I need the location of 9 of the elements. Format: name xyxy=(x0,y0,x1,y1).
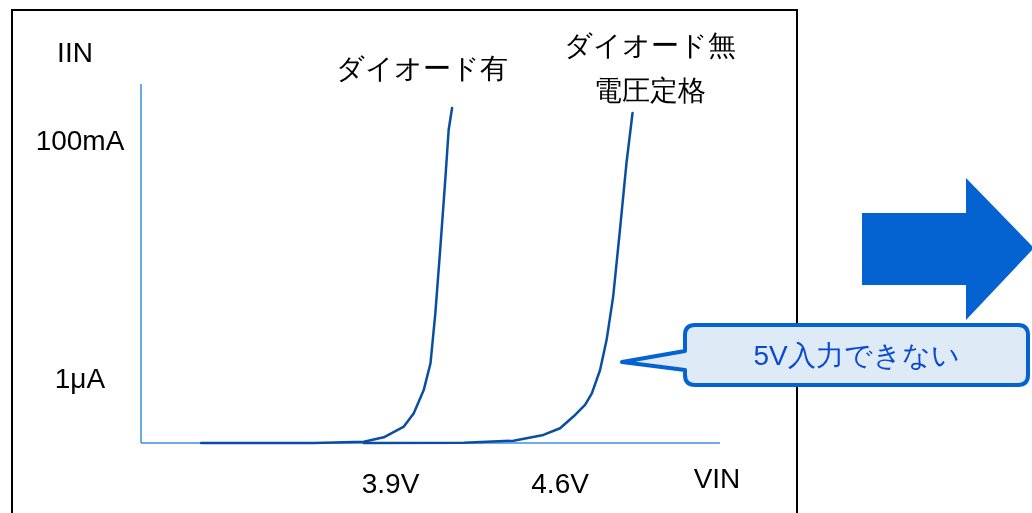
x-tick-label: 4.6V xyxy=(531,468,590,499)
series-label: ダイオード有 xyxy=(336,53,509,84)
text: 5V入力できない xyxy=(753,340,960,371)
text: 1μA xyxy=(54,363,106,394)
y-axis-title: IIN xyxy=(57,37,93,68)
x-axis-title: VIN xyxy=(693,463,741,494)
series-label: ダイオード無電圧定格 xyxy=(563,30,736,106)
x-tick-label: 3.9V xyxy=(361,468,420,499)
text: 100mA xyxy=(35,125,125,156)
